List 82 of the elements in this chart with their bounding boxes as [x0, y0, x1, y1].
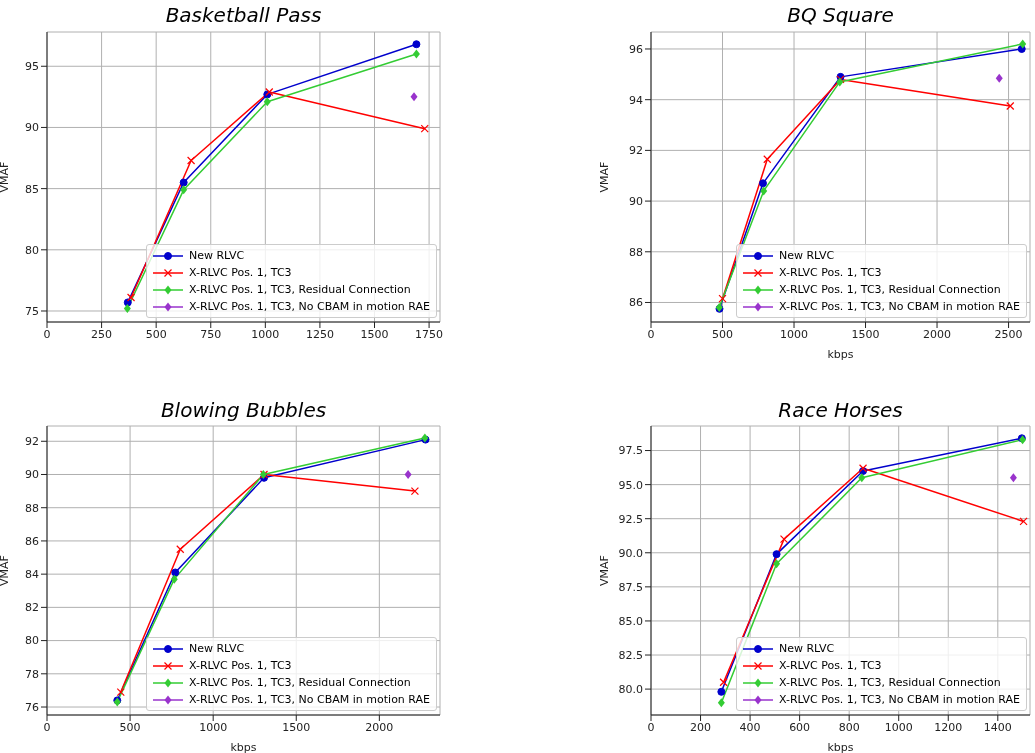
x-tick-label: 2000	[923, 327, 952, 341]
x-tick-label: 500	[145, 327, 167, 341]
x-tick-label: 500	[712, 327, 734, 341]
legend-label: X-RLVC Pos. 1, TC3	[188, 659, 292, 672]
legend-label: X-RLVC Pos. 1, TC3, No CBAM in motion RAE	[188, 300, 430, 313]
y-tick-label: 80	[25, 634, 39, 648]
y-axis-title: VMAF	[0, 161, 11, 193]
legend-label: X-RLVC Pos. 1, TC3, No CBAM in motion RAE	[778, 693, 1020, 706]
y-tick-label: 95	[25, 60, 39, 74]
y-tick-label: 90	[25, 468, 39, 482]
y-tick-label: 85.0	[618, 614, 643, 628]
y-tick-label: 86	[25, 534, 39, 548]
x-tick-label: 0	[647, 327, 655, 341]
y-tick-label: 75	[25, 304, 39, 318]
y-tick-label: 90	[629, 194, 643, 208]
chart-title: Basketball Pass	[164, 3, 323, 27]
x-tick-label: 1750	[415, 327, 444, 341]
chart-title: BQ Square	[786, 3, 895, 27]
y-tick-label: 76	[25, 700, 39, 714]
y-tick-label: 97.5	[618, 444, 643, 458]
y-tick-label: 92	[629, 144, 643, 158]
x-tick-label: 1250	[305, 327, 334, 341]
chart-title: Race Horses	[777, 398, 904, 422]
x-tick-label: 1500	[360, 327, 389, 341]
y-tick-label: 88	[25, 501, 39, 515]
x-tick-label: 1000	[199, 720, 228, 734]
legend-label: X-RLVC Pos. 1, TC3, No CBAM in motion RAE	[188, 693, 430, 706]
y-tick-label: 82.5	[618, 648, 643, 662]
x-tick-label: 1200	[934, 720, 963, 734]
y-tick-label: 92.5	[618, 512, 643, 526]
x-axis-title: kbps	[827, 741, 854, 753]
legend-label: X-RLVC Pos. 1, TC3	[188, 266, 292, 279]
y-tick-label: 95.0	[618, 478, 643, 492]
y-tick-label: 90.0	[618, 546, 643, 560]
x-tick-label: 1400	[983, 720, 1012, 734]
legend-label: X-RLVC Pos. 1, TC3, Residual Connection	[188, 283, 411, 296]
y-tick-label: 90	[25, 121, 39, 135]
x-tick-label: 2000	[365, 720, 394, 734]
x-tick-label: 1000	[780, 327, 809, 341]
y-tick-label: 85	[25, 182, 39, 196]
y-tick-label: 80	[25, 243, 39, 257]
legend-label: X-RLVC Pos. 1, TC3, Residual Connection	[778, 676, 1001, 689]
legend-label: New RLVC	[778, 249, 835, 262]
y-tick-label: 96	[629, 42, 643, 56]
legend-label: New RLVC	[778, 642, 835, 655]
x-tick-label: 0	[43, 327, 51, 341]
legend-label: New RLVC	[188, 642, 245, 655]
y-axis-title: VMAF	[597, 161, 611, 193]
x-tick-label: 0	[647, 720, 655, 734]
x-tick-label: 750	[200, 327, 222, 341]
y-tick-label: 87.5	[618, 580, 643, 594]
legend-label: New RLVC	[188, 249, 245, 262]
y-tick-label: 78	[25, 667, 39, 681]
x-tick-label: 1500	[282, 720, 311, 734]
x-tick-label: 1000	[251, 327, 280, 341]
legend-label: X-RLVC Pos. 1, TC3, Residual Connection	[778, 283, 1001, 296]
y-tick-label: 82	[25, 601, 39, 615]
x-tick-label: 500	[119, 720, 141, 734]
x-tick-label: 200	[690, 720, 712, 734]
legend-label: X-RLVC Pos. 1, TC3, No CBAM in motion RAE	[778, 300, 1020, 313]
x-tick-label: 250	[91, 327, 113, 341]
y-tick-label: 80.0	[618, 683, 643, 696]
y-tick-label: 92	[25, 435, 39, 449]
x-tick-label: 400	[739, 720, 761, 734]
y-tick-label: 88	[629, 245, 643, 259]
y-tick-label: 86	[629, 296, 643, 310]
y-axis-title: VMAF	[0, 555, 11, 586]
y-axis-title: VMAF	[597, 555, 611, 586]
x-tick-label: 800	[838, 720, 860, 734]
x-tick-label: 1500	[851, 327, 880, 341]
x-tick-label: 0	[43, 720, 51, 734]
legend-label: X-RLVC Pos. 1, TC3	[778, 266, 882, 279]
legend-label: X-RLVC Pos. 1, TC3, Residual Connection	[188, 676, 411, 689]
y-tick-label: 94	[629, 93, 643, 107]
x-tick-label: 2500	[994, 327, 1023, 341]
x-axis-title: kbps	[827, 348, 854, 361]
x-axis-title: kbps	[230, 741, 257, 753]
x-tick-label: 1000	[884, 720, 913, 734]
x-tick-label: 600	[789, 720, 811, 734]
y-tick-label: 84	[25, 568, 39, 582]
legend-label: X-RLVC Pos. 1, TC3	[778, 659, 882, 672]
chart-title: Blowing Bubbles	[159, 398, 328, 422]
